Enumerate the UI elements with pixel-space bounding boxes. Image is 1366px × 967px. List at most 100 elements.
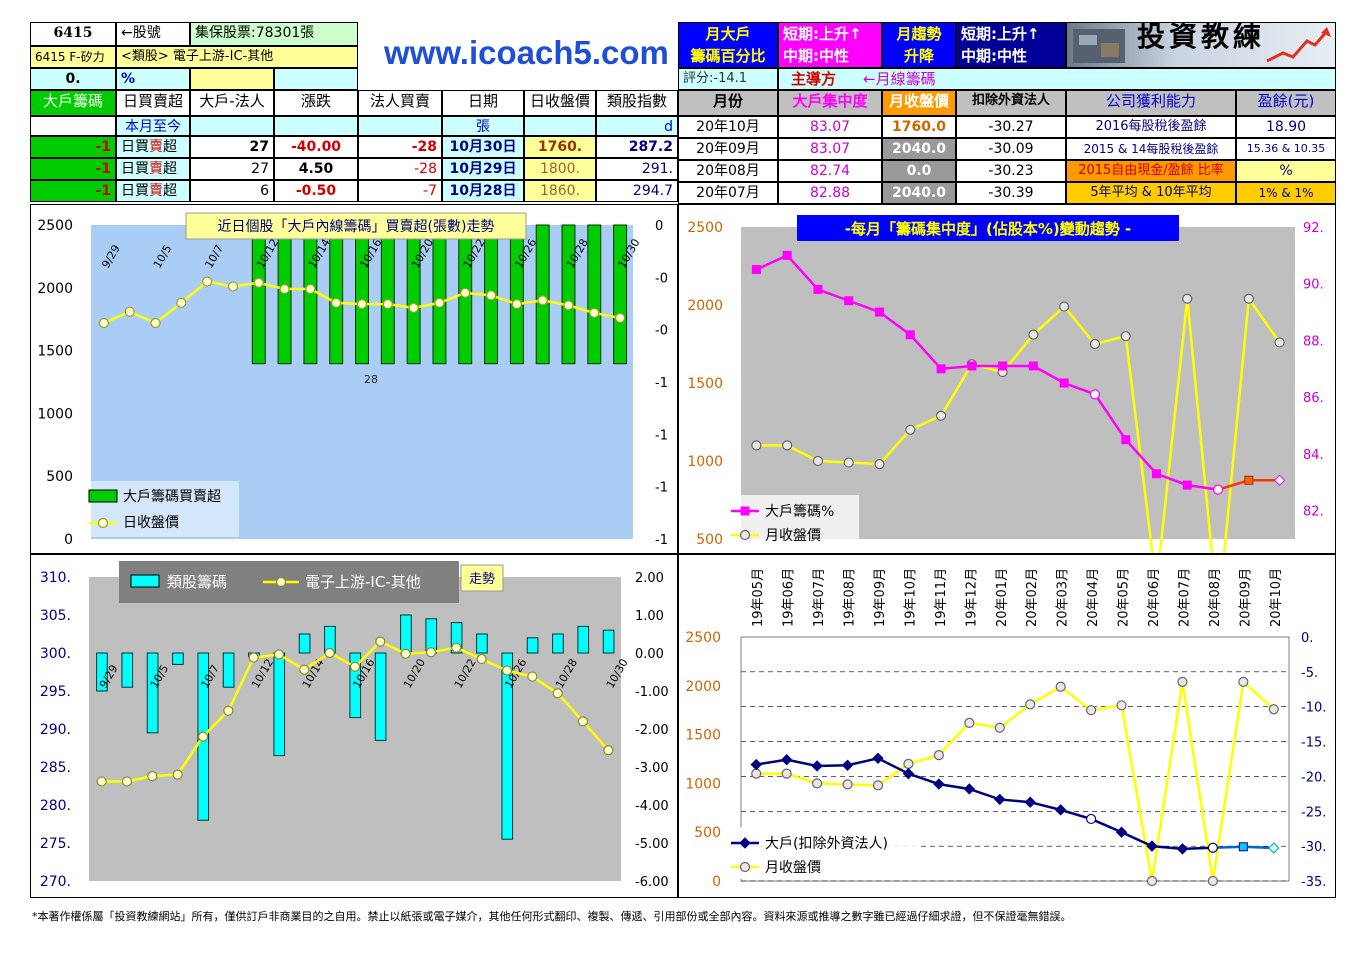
- legend-marker: [740, 506, 750, 516]
- y-left-tick: 1500: [687, 376, 723, 392]
- close-price-point: [124, 306, 135, 317]
- big-holder-point: [1146, 840, 1158, 852]
- x-category-label: 20年06月: [1147, 568, 1162, 627]
- legend-bar-swatch: [130, 574, 160, 588]
- row-index: 291.: [596, 158, 678, 180]
- row-label: 日買賣超: [116, 136, 190, 158]
- big-holder-point: [1238, 842, 1248, 852]
- concentration-point: [751, 265, 761, 275]
- y-left-tick: 1000: [687, 454, 723, 470]
- legend-marker: [739, 861, 751, 873]
- legend-label: 月收盤價: [765, 527, 821, 544]
- legend-label: 大戶籌碼買賣超: [123, 489, 221, 505]
- y-left-tick: 500: [696, 532, 723, 548]
- daily-header-0: 大戶籌碼: [30, 90, 116, 116]
- y-right-tick: 84.: [1303, 448, 1324, 463]
- chip-bar: [587, 224, 602, 365]
- concentration-point: [844, 296, 854, 306]
- legend-marker: [739, 529, 751, 541]
- y-left-tick: 280.: [40, 798, 71, 814]
- month-close-point: [1086, 705, 1097, 716]
- y-left-tick: 0: [712, 874, 721, 890]
- y-left-tick: 295.: [40, 684, 71, 700]
- daily-header-7: 類股指數: [596, 90, 678, 116]
- big-holder-point: [750, 758, 762, 771]
- month-close-cell: 2040.0: [882, 182, 956, 204]
- month-row-label: 本月至今: [116, 116, 190, 136]
- x-category-label: 19年07月: [812, 568, 827, 627]
- month-cell: 20年07月: [678, 182, 778, 204]
- month-close-point: [964, 717, 975, 728]
- chip-bar: [355, 224, 369, 365]
- chip-bar: [406, 224, 421, 365]
- x-category-label: 20年07月: [1177, 568, 1192, 627]
- row-label: 日買賣超: [116, 158, 190, 180]
- daily-header-2: 大戶-法人: [190, 90, 274, 116]
- logo-image: [1073, 29, 1125, 63]
- month-row-unit-1: 張: [442, 116, 524, 136]
- y-right-tick: -15.: [1301, 736, 1326, 751]
- month-close-point: [782, 440, 793, 451]
- big-holder-title-1: 月大戶: [705, 25, 751, 43]
- logo-banner: 投資教練: [1066, 22, 1336, 68]
- y-right-tick: -2.00: [635, 723, 669, 738]
- big-holder-point: [994, 793, 1006, 806]
- big-holder-point: [1176, 843, 1189, 855]
- x-category-label: 20年01月: [995, 568, 1010, 627]
- plot-area: [89, 577, 621, 881]
- sector-index-point: [425, 647, 437, 658]
- month-close-point: [1116, 700, 1127, 711]
- close-price-point: [382, 299, 393, 310]
- y-left-tick: 1000: [37, 406, 73, 422]
- row-label-part: 日買: [121, 139, 149, 155]
- month-close-point: [935, 410, 947, 421]
- monthly-header-0: 月份: [678, 90, 778, 116]
- sector-index-point: [223, 705, 234, 716]
- ex-foreign-cell: -30.23: [956, 160, 1066, 182]
- sector-bar: [526, 637, 539, 654]
- chart-title: 近日個股「大戶內線籌碼」買賣超(張數)走勢: [218, 219, 495, 235]
- leader-arrow: ←月線籌碼: [863, 70, 936, 88]
- y-left-tick: 500: [46, 469, 73, 485]
- y-right-tick: 92.: [1303, 221, 1324, 236]
- big-holder-point: [1054, 804, 1067, 816]
- x-category-label: 20年04月: [1086, 568, 1101, 627]
- y-left-tick: 300.: [40, 646, 71, 662]
- close-price-point: [98, 317, 110, 329]
- big-holder-point: [902, 767, 915, 780]
- row-label-part: 賣: [149, 139, 163, 155]
- stock-code: 6415: [30, 22, 116, 46]
- close-price-point: [408, 302, 419, 313]
- big-holder-line: [756, 756, 1213, 851]
- row-close: 1800.: [524, 158, 596, 180]
- daily-header-6: 日收盤價: [524, 90, 596, 116]
- daily-chips-chart: 9/29 10/5 10/7 10/12 10/14 10/16 10/20 10/22 10/…: [37, 212, 668, 548]
- website-url[interactable]: www.icoach5.com: [384, 34, 669, 71]
- close-price-point: [563, 300, 574, 311]
- x-category-label: 20年02月: [1025, 568, 1040, 627]
- month-close-point: [1182, 293, 1193, 304]
- big-holder-point: [872, 752, 884, 765]
- leader-box: 主導方 ←月線籌碼: [778, 68, 1336, 90]
- sector-index-point: [577, 716, 589, 727]
- month-close-cell: 0.0: [882, 160, 956, 182]
- close-price-point: [253, 277, 264, 288]
- row-net: 27: [190, 158, 274, 180]
- big-holder-ex-chart: 19年05月 19年06月 19年07月 19年08月 19年09月 19年10月 19年1…: [685, 568, 1326, 890]
- x-category-label: 19年05月: [751, 568, 766, 627]
- leader-label: 主導方: [791, 70, 837, 88]
- y-right-tick: -1: [655, 428, 668, 443]
- sector-bar: [172, 652, 184, 665]
- legend-label: 日收盤價: [123, 514, 179, 531]
- close-price-point: [511, 299, 522, 310]
- daily-header-3: 漲跌: [274, 90, 358, 116]
- row-index: 294.7: [596, 180, 678, 202]
- month-close-point: [1146, 875, 1158, 887]
- ratio-value: 0.: [30, 68, 116, 90]
- month-close-point: [872, 780, 884, 791]
- month-close-point: [905, 424, 916, 435]
- row-inst: -28: [358, 158, 442, 180]
- y-right-tick: -6.00: [635, 875, 669, 890]
- month-row-c6: [524, 116, 596, 136]
- ratio-blank-yellow: [190, 68, 274, 90]
